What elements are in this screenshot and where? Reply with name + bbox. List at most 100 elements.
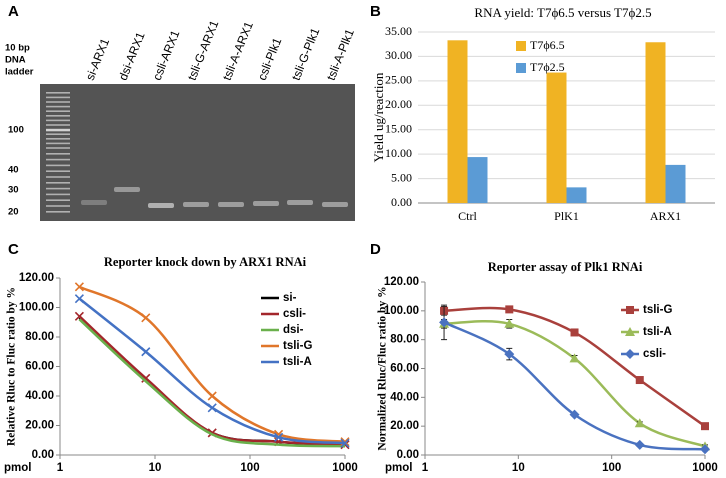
legend-label: csli- [643,348,666,360]
lane-label: tsli-G-ARX1 [185,18,222,82]
x-tick-label: 10 [149,462,162,474]
point [74,282,84,292]
legend-marker [626,306,634,314]
legend-label: csli- [283,308,306,320]
lane-label: tsli-A-Plk1 [324,27,357,83]
x-tick-label: Ctrl [458,209,477,223]
chart-title: Reporter assay of Plk1 RNAi [488,260,643,274]
legend-marker [625,349,635,359]
y-tick-label: 15.00 [385,121,412,135]
ladder-band [46,153,70,155]
ladder-band [46,115,70,117]
ladder-band [46,92,70,94]
point [634,439,645,450]
ladder-title: ladder [5,67,34,78]
gel-band [218,202,244,207]
legend-swatch [516,63,526,73]
ladder-band [46,105,70,108]
ladder-mark: 100 [8,125,24,136]
x-axis-label: pmol [385,462,412,474]
ladder-band [46,101,70,103]
point [569,353,580,363]
gel-band [148,203,174,208]
legend-label: tsli-G [283,340,312,352]
series-line [78,315,346,446]
panel-letter: A [8,3,19,20]
y-tick-label: 30.00 [385,48,412,62]
point [701,422,709,431]
ladder-mark: 40 [8,165,19,176]
y-tick-label: 40.00 [25,390,54,402]
y-axis-label: Normalized Rluc/Fluc ratio by % [377,286,389,450]
y-tick-label: 0.00 [391,195,412,209]
point [141,347,151,357]
point [141,373,151,383]
y-tick-label: 0.00 [397,449,419,461]
point [635,376,644,385]
gel-band [81,200,107,205]
gel-glow [40,84,355,221]
point [274,432,284,442]
lane-label: si-ARX1 [83,36,113,82]
point [504,349,515,360]
y-tick-label: 120.00 [384,276,419,288]
bar [546,72,567,204]
y-axis-label: Yield ug/reaction [371,72,386,162]
legend-label: tsli-G [643,304,672,316]
ladder-band [46,199,70,201]
gel-band [253,201,279,206]
y-tick-label: 80.00 [25,331,54,343]
legend-label: si- [283,292,297,304]
y-tick-label: 120.00 [19,272,54,284]
y-tick-label: 5.00 [391,170,412,184]
x-tick-label: 100 [240,462,259,474]
gel-band [183,202,209,207]
series-line [78,318,346,448]
legend-label: tsli-A [643,326,672,338]
ladder-band [46,170,70,172]
legend-label: T7ϕ6.5 [530,38,565,52]
ladder-band [46,164,70,167]
x-tick-label: 1000 [332,462,358,474]
panel-letter: C [8,241,19,258]
ladder-band [46,211,70,213]
bar [447,40,468,204]
bar [665,164,686,203]
y-tick-label: 20.00 [385,97,412,111]
ladder-band [46,110,70,112]
point [207,391,217,401]
ladder-band [46,158,70,161]
panel-letter: D [370,241,381,258]
point [439,317,450,328]
lane-label: dsi-ARX1 [116,30,148,83]
y-tick-label: 100.00 [384,305,419,317]
point [340,438,350,448]
y-tick-label: 20.00 [25,420,54,432]
ladder-title: 10 bp [5,43,30,54]
lane-label: tsli-A-ARX1 [220,19,256,82]
ladder-band [46,176,70,178]
point [569,409,580,420]
legend-label: tsli-A [283,356,312,368]
lane-label: csli-ARX1 [150,28,183,82]
point [74,294,84,304]
bar [566,187,587,203]
ladder-mark: 30 [8,185,19,196]
x-tick-label: 1000 [692,462,718,474]
y-axis-label: Relative Rluc to Fluc ratio by % [6,287,18,446]
ladder-band [46,138,70,140]
ladder-band [46,147,70,149]
point [700,444,710,455]
x-tick-label: 10 [512,462,525,474]
bar [467,157,488,203]
y-tick-label: 20.00 [390,420,419,432]
panel-letter: B [370,3,381,20]
gel-band [287,200,313,205]
lane-label: tsli-G-Plk1 [289,25,323,82]
chart-title: RNA yield: T7ϕ6.5 versus T7ϕ2.5 [474,5,651,20]
x-tick-label: PlK1 [554,209,579,223]
x-tick-label: 100 [602,462,621,474]
series-line [78,297,346,445]
